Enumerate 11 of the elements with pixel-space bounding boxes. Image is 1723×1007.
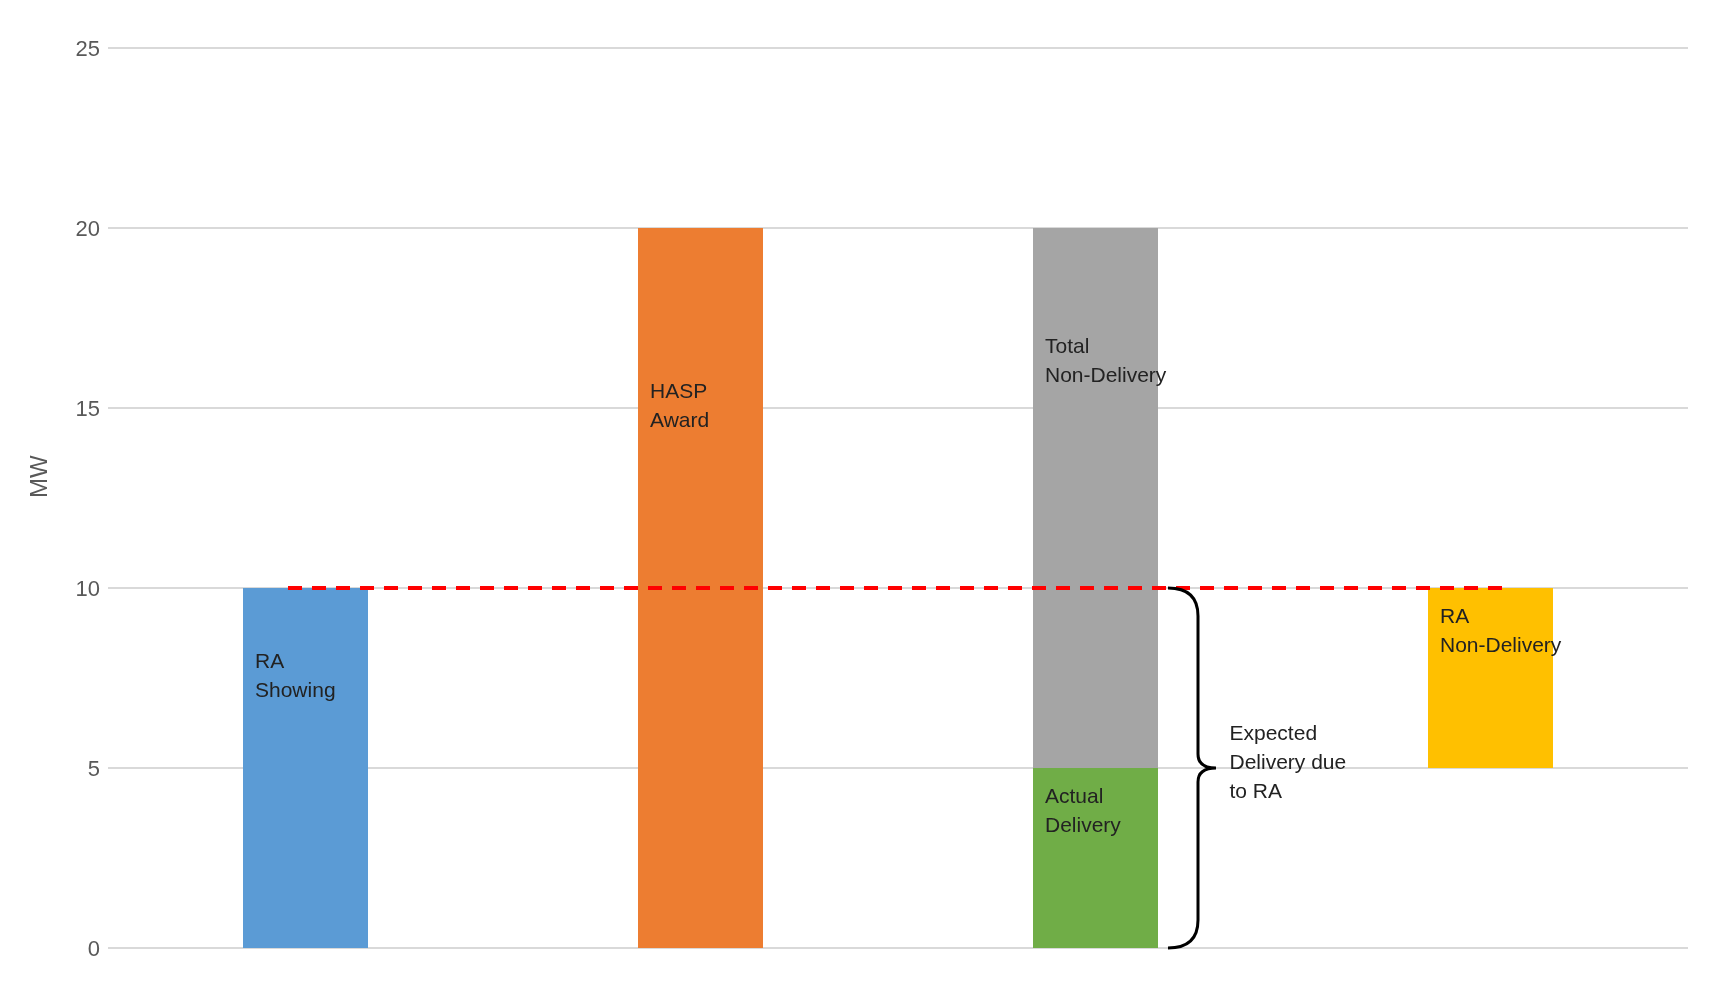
y-tick-label: 15	[75, 395, 100, 421]
y-axis-title: MW	[24, 455, 52, 498]
y-tick-label: 0	[87, 935, 100, 961]
series-label: HASP Award	[650, 379, 710, 431]
y-tick-label: 25	[75, 35, 100, 61]
y-tick-label: 20	[75, 215, 100, 241]
y-tick-label: 5	[87, 755, 100, 781]
series-label: RA Showing	[255, 649, 336, 701]
annotation: Expected Delivery due to RA	[1229, 720, 1348, 804]
y-tick-label: 10	[75, 575, 100, 601]
series-label: Actual Delivery	[1045, 784, 1122, 836]
